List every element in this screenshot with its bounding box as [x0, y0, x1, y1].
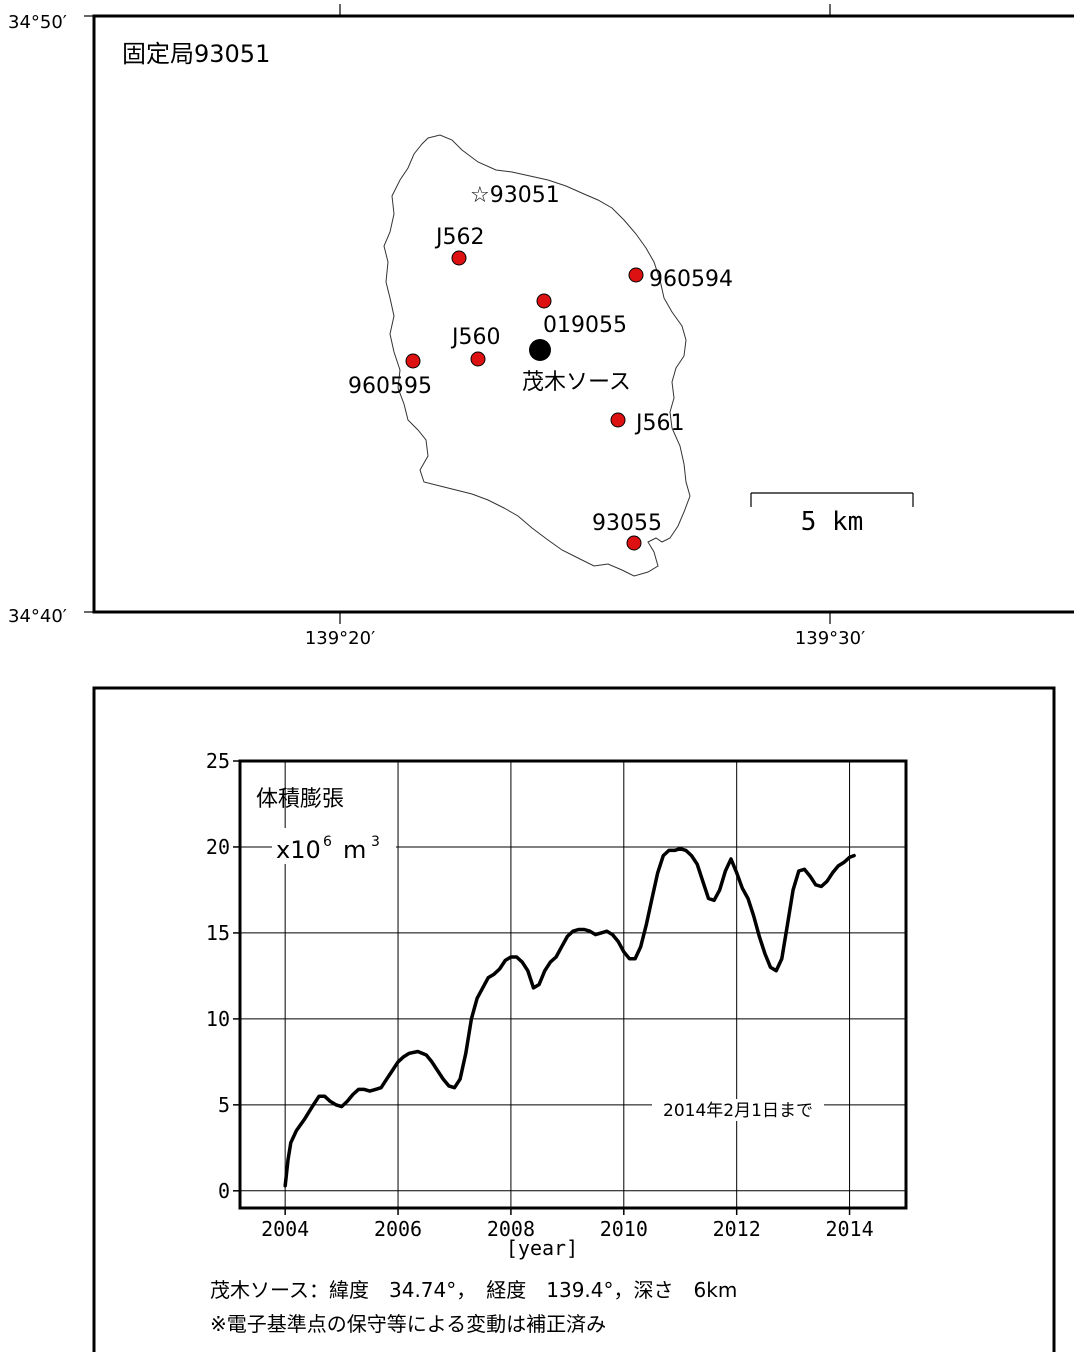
source-marker	[529, 339, 551, 361]
x-tick-label: 2006	[374, 1217, 422, 1241]
station-label: J560	[450, 325, 500, 350]
station-J561: J561	[610, 411, 684, 436]
map-title: 固定局93051	[122, 40, 270, 68]
y-tick-label: 25	[206, 749, 230, 773]
lon-right-label: 139°30′	[795, 628, 865, 649]
station-J562: J562	[434, 225, 484, 266]
station-label: 960594	[649, 267, 733, 292]
y-tick-label: 5	[218, 1093, 230, 1117]
x-tick-label: 2010	[600, 1217, 648, 1241]
lon-left-label: 139°20′	[305, 628, 375, 649]
unit-exponent-1: 6	[323, 834, 332, 850]
plot-area-frame	[238, 759, 908, 1210]
station-label: J562	[434, 225, 484, 250]
station-label: 93055	[592, 511, 662, 536]
station-marker	[610, 412, 626, 428]
station-93055: 93055	[592, 511, 662, 551]
y-tick-label: 10	[206, 1007, 230, 1031]
x-tick-label: 2012	[713, 1217, 761, 1241]
station-label: 019055	[543, 313, 627, 338]
station-marker	[470, 351, 486, 367]
annotation-background	[652, 1099, 824, 1121]
x-tick-label: 2008	[487, 1217, 535, 1241]
station-marker	[628, 267, 644, 283]
map-panel: 34°50′ 34°40′ 139°20′ 139°30′ 固定局93051 ☆…	[8, 4, 1074, 649]
unit-m: m	[343, 836, 366, 864]
station-marker	[405, 353, 421, 369]
station-marker	[626, 535, 642, 551]
station-960595: 960595	[348, 353, 432, 399]
scale-bar: 5 km	[750, 492, 914, 537]
station-marker	[536, 293, 552, 309]
chart-unit: x10 6 m 3	[272, 828, 396, 864]
chart-outer-frame	[92, 686, 1056, 1352]
station-label: J561	[634, 411, 684, 436]
station-019055: 019055	[536, 293, 627, 338]
station-label: 960595	[348, 374, 432, 399]
annotation-text: 2014年2月1日まで	[663, 1101, 813, 1121]
scale-bar-label: 5 km	[801, 507, 864, 537]
caption-line-2: ※電子基準点の保守等による変動は補正済み	[210, 1312, 606, 1336]
caption-line-1: 茂木ソース：緯度 34.74°， 経度 139.4°，深さ 6km	[210, 1278, 737, 1302]
y-tick-label: 15	[206, 921, 230, 945]
x-tick-label: 2004	[261, 1217, 309, 1241]
unit-exponent-2: 3	[371, 834, 380, 850]
chart-grid	[240, 760, 906, 1208]
reference-station-label: ☆93051	[470, 183, 560, 208]
unit-background	[272, 828, 396, 864]
station-marker	[451, 250, 467, 266]
x-axis-label: [year]	[506, 1236, 578, 1260]
series-line-volume	[283, 846, 856, 1188]
lat-top-label: 34°50′	[8, 12, 67, 33]
unit-base: x10	[276, 836, 321, 864]
chart-title: 体積膨張	[256, 787, 344, 812]
chart-ticks: 2004 2006 2008 2010 2012 2014 0 5 10 15 20 25	[206, 749, 874, 1241]
y-tick-label: 20	[206, 835, 230, 859]
annotation: 2014年2月1日まで	[652, 1099, 824, 1121]
x-tick-label: 2014	[825, 1217, 873, 1241]
y-tick-label: 0	[218, 1179, 230, 1203]
map-frame	[92, 14, 1074, 614]
station-960594: 960594	[628, 267, 733, 292]
lat-bottom-label: 34°40′	[8, 606, 67, 627]
station-J560: J560	[450, 325, 500, 367]
island-coastline	[383, 134, 691, 577]
source-label: 茂木ソース	[522, 370, 631, 395]
